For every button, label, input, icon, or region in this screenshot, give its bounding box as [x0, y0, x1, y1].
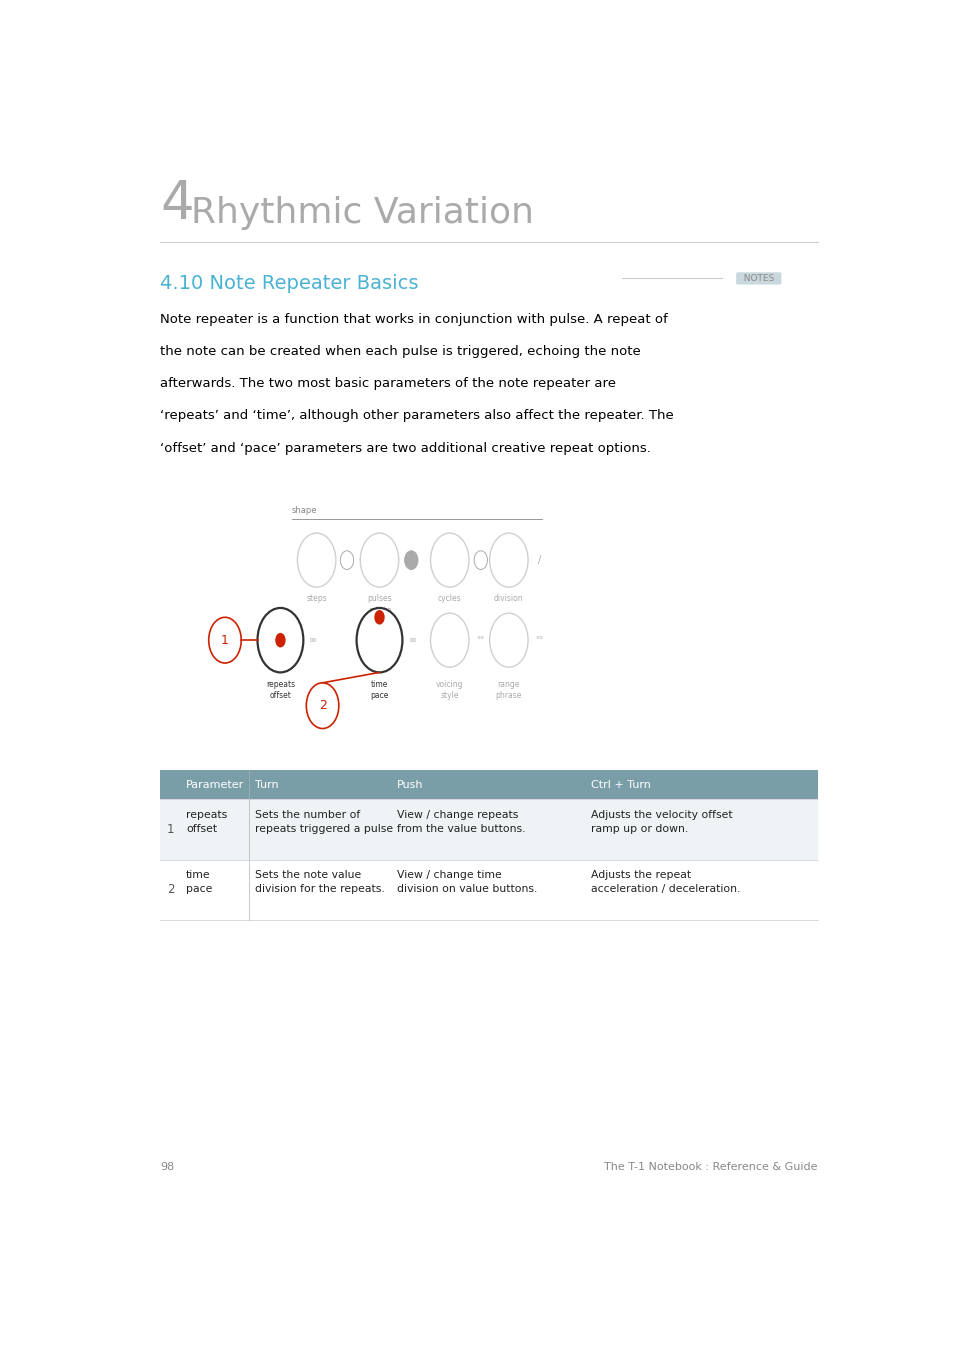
- Text: Ctrl + Turn: Ctrl + Turn: [590, 780, 650, 790]
- Text: View / change time
division on value buttons.: View / change time division on value but…: [396, 871, 537, 894]
- Text: 1: 1: [221, 633, 229, 647]
- Text: View / change repeats
from the value buttons.: View / change repeats from the value but…: [396, 810, 524, 834]
- Text: 2: 2: [167, 883, 174, 896]
- Text: afterwards. The two most basic parameters of the note repeater are: afterwards. The two most basic parameter…: [160, 377, 616, 390]
- Bar: [160, 769, 817, 799]
- Text: Push: Push: [396, 780, 423, 790]
- Text: ∞: ∞: [309, 634, 316, 645]
- Text: Turn: Turn: [254, 780, 278, 790]
- Text: °°: °°: [535, 636, 543, 645]
- Bar: [160, 860, 817, 919]
- Text: repeats
offset: repeats offset: [186, 810, 227, 834]
- Text: the note can be created when each pulse is triggered, echoing the note: the note can be created when each pulse …: [160, 346, 640, 358]
- Text: ‘offset’ and ‘pace’ parameters are two additional creative repeat options.: ‘offset’ and ‘pace’ parameters are two a…: [160, 441, 650, 455]
- Text: 98: 98: [160, 1162, 174, 1172]
- Text: Sets the number of
repeats triggered a pulse: Sets the number of repeats triggered a p…: [254, 810, 393, 834]
- Text: time
pace: time pace: [370, 679, 388, 699]
- Circle shape: [257, 608, 303, 672]
- Text: 4: 4: [160, 178, 193, 230]
- Text: 4.10 Note Repeater Basics: 4.10 Note Repeater Basics: [160, 274, 418, 293]
- Text: Parameter: Parameter: [186, 780, 244, 790]
- Circle shape: [297, 533, 335, 587]
- Circle shape: [489, 613, 528, 667]
- Text: division: division: [494, 594, 523, 603]
- Text: NOTES: NOTES: [737, 274, 779, 284]
- Text: shape: shape: [292, 506, 316, 516]
- Circle shape: [340, 551, 354, 570]
- Circle shape: [430, 613, 469, 667]
- Text: /: /: [537, 555, 540, 566]
- Text: Note repeater is a function that works in conjunction with pulse. A repeat of: Note repeater is a function that works i…: [160, 313, 667, 325]
- Text: cycles: cycles: [437, 594, 461, 603]
- Circle shape: [430, 533, 469, 587]
- Text: °°: °°: [476, 636, 484, 645]
- Circle shape: [209, 617, 241, 663]
- Text: The T-1 Notebook : Reference & Guide: The T-1 Notebook : Reference & Guide: [604, 1162, 817, 1172]
- Text: voicing
style: voicing style: [436, 679, 463, 699]
- Text: 1: 1: [167, 824, 174, 836]
- Circle shape: [306, 683, 338, 729]
- Text: Rhythmic Variation: Rhythmic Variation: [191, 196, 534, 230]
- Text: repeats
offset: repeats offset: [266, 679, 294, 699]
- Circle shape: [356, 608, 402, 672]
- Text: 2: 2: [318, 699, 326, 713]
- Circle shape: [489, 533, 528, 587]
- Circle shape: [374, 610, 384, 625]
- Text: ‘repeats’ and ‘time’, although other parameters also affect the repeater. The: ‘repeats’ and ‘time’, although other par…: [160, 409, 673, 423]
- Text: Adjusts the repeat
acceleration / deceleration.: Adjusts the repeat acceleration / decele…: [590, 871, 740, 894]
- Text: ∞: ∞: [409, 634, 417, 645]
- Text: steps: steps: [306, 594, 327, 603]
- Bar: [160, 799, 817, 860]
- Text: Sets the note value
division for the repeats.: Sets the note value division for the rep…: [254, 871, 384, 894]
- Circle shape: [360, 533, 398, 587]
- Circle shape: [474, 551, 487, 570]
- Text: time
pace: time pace: [186, 871, 213, 894]
- Text: Adjusts the velocity offset
ramp up or down.: Adjusts the velocity offset ramp up or d…: [590, 810, 732, 834]
- Text: range
phrase: range phrase: [496, 679, 521, 699]
- Circle shape: [404, 551, 417, 570]
- Text: pulses
rotate: pulses rotate: [367, 594, 392, 614]
- Circle shape: [275, 633, 285, 648]
